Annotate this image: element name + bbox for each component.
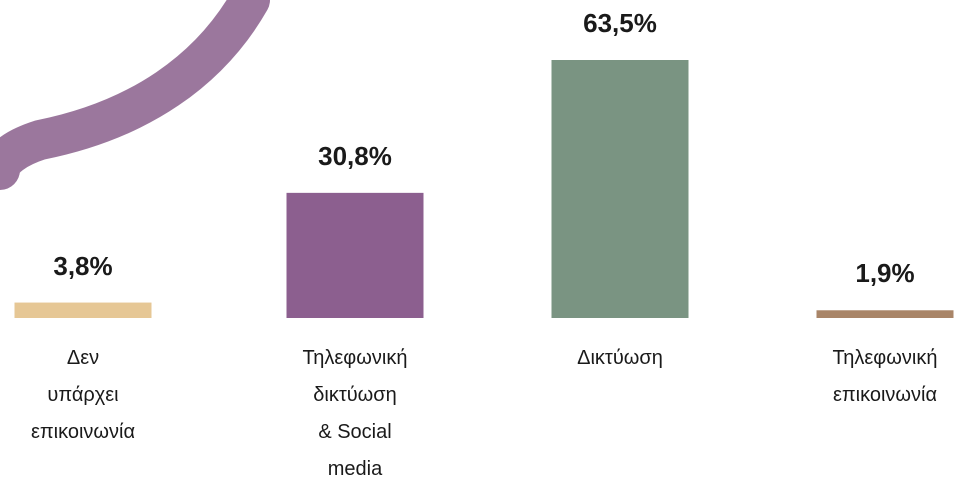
- bar: [551, 60, 689, 318]
- value-label: 1,9%: [855, 258, 915, 289]
- decorative-brush: [0, 0, 270, 190]
- category-label: Δεν υπάρχει επικοινωνία: [30, 347, 136, 443]
- category-label: Δικτύωση: [577, 347, 663, 369]
- bar: [816, 310, 954, 318]
- category-label: Τηλεφωνική επικοινωνία: [832, 347, 938, 406]
- category-label: Τηλεφωνική δικτύωση & Social media: [302, 347, 408, 480]
- bar: [286, 192, 424, 318]
- value-label: 3,8%: [53, 250, 113, 281]
- value-label: 63,5%: [583, 8, 657, 38]
- bar: [14, 302, 152, 318]
- value-label: 30,8%: [318, 140, 392, 171]
